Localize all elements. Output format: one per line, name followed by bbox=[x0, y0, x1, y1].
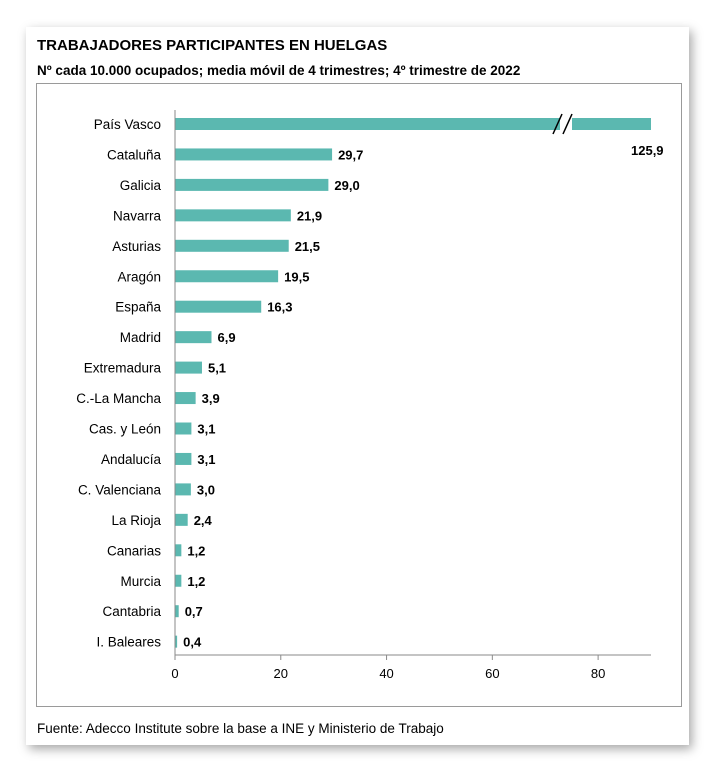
value-label-13: 2,4 bbox=[194, 513, 213, 528]
category-label-2: Galicia bbox=[120, 178, 162, 193]
bar-5 bbox=[175, 270, 279, 283]
bar-16 bbox=[175, 605, 179, 618]
value-label-11: 3,1 bbox=[197, 452, 215, 467]
bar-12 bbox=[175, 483, 191, 496]
category-label-8: Extremadura bbox=[84, 361, 162, 376]
category-label-14: Canarias bbox=[107, 543, 161, 558]
category-label-6: España bbox=[115, 300, 161, 315]
chart-source: Fuente: Adecco Institute sobre la base a… bbox=[37, 721, 444, 736]
category-label-3: Navarra bbox=[113, 208, 162, 223]
category-label-12: C. Valenciana bbox=[78, 482, 162, 497]
category-label-10: Cas. y León bbox=[89, 422, 161, 437]
x-tick-label-4: 80 bbox=[591, 666, 605, 681]
bar-9 bbox=[175, 392, 196, 405]
category-label-1: Cataluña bbox=[107, 147, 162, 162]
value-label-17: 0,4 bbox=[183, 635, 202, 650]
x-tick-label-2: 40 bbox=[379, 666, 393, 681]
value-label-7: 6,9 bbox=[217, 330, 235, 345]
category-label-5: Aragón bbox=[117, 269, 161, 284]
value-label-5: 19,5 bbox=[284, 269, 309, 284]
value-label-3: 21,9 bbox=[297, 208, 322, 223]
plot-frame bbox=[36, 83, 682, 707]
bar-3 bbox=[175, 209, 291, 222]
value-label-1: 29,7 bbox=[338, 147, 363, 162]
bar-11 bbox=[175, 452, 192, 465]
x-tick-label-1: 20 bbox=[274, 666, 288, 681]
bar-0 bbox=[175, 118, 651, 130]
bar-6 bbox=[175, 300, 262, 313]
chart-title: TRABAJADORES PARTICIPANTES EN HUELGAS bbox=[37, 37, 388, 54]
category-label-0: País Vasco bbox=[94, 117, 161, 132]
value-label-12: 3,0 bbox=[197, 482, 215, 497]
bar-4 bbox=[175, 239, 289, 252]
value-label-10: 3,1 bbox=[197, 422, 215, 437]
bar-17 bbox=[175, 635, 178, 648]
value-label-8: 5,1 bbox=[208, 361, 226, 376]
value-label-9: 3,9 bbox=[202, 391, 220, 406]
axis-break-line-1 bbox=[552, 113, 563, 135]
x-tick-label-0: 0 bbox=[171, 666, 178, 681]
bar-8 bbox=[175, 361, 202, 374]
value-label-4: 21,5 bbox=[295, 239, 320, 254]
value-label-15: 1,2 bbox=[187, 574, 205, 589]
bar-10 bbox=[175, 422, 192, 435]
x-tick-label-3: 60 bbox=[485, 666, 499, 681]
category-label-17: I. Baleares bbox=[96, 635, 161, 650]
category-label-7: Madrid bbox=[120, 330, 161, 345]
category-label-9: C.-La Mancha bbox=[76, 391, 161, 406]
value-label-14: 1,2 bbox=[187, 543, 205, 558]
category-label-4: Asturias bbox=[112, 239, 161, 254]
axis-break-line-2 bbox=[562, 113, 573, 135]
bar-1 bbox=[175, 148, 333, 161]
value-label-0: 125,9 bbox=[631, 143, 664, 158]
bar-13 bbox=[175, 513, 188, 526]
category-label-15: Murcia bbox=[120, 574, 161, 589]
category-label-13: La Rioja bbox=[111, 513, 161, 528]
value-label-6: 16,3 bbox=[267, 300, 292, 315]
category-label-11: Andalucía bbox=[101, 452, 162, 467]
bar-14 bbox=[175, 544, 182, 557]
bar-7 bbox=[175, 331, 212, 344]
value-label-16: 0,7 bbox=[185, 604, 203, 619]
chart-card: TRABAJADORES PARTICIPANTES EN HUELGAS Nº… bbox=[26, 27, 689, 745]
value-label-2: 29,0 bbox=[334, 178, 359, 193]
bar-15 bbox=[175, 574, 182, 587]
chart-subtitle: Nº cada 10.000 ocupados; media móvil de … bbox=[37, 63, 521, 78]
bar-2 bbox=[175, 178, 329, 191]
category-label-16: Cantabria bbox=[102, 604, 161, 619]
